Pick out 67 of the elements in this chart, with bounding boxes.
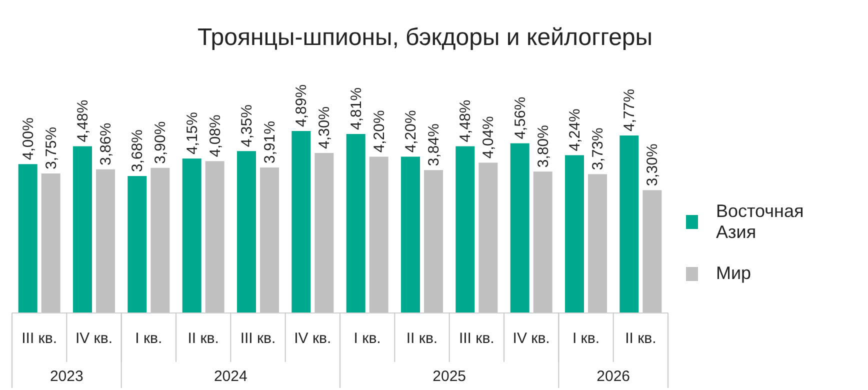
data-label: 4,24% bbox=[566, 108, 584, 152]
data-label: 4,48% bbox=[74, 100, 92, 142]
data-label: 3,91% bbox=[262, 120, 278, 164]
bar bbox=[205, 161, 224, 313]
data-label: 3,73% bbox=[590, 128, 606, 170]
data-label: 4,89% bbox=[293, 84, 310, 127]
data-label: 4,30% bbox=[316, 106, 334, 149]
bar bbox=[73, 146, 92, 313]
bar bbox=[128, 176, 147, 313]
bar bbox=[478, 162, 498, 313]
bar bbox=[456, 146, 475, 313]
x-tick-label: III кв. bbox=[240, 330, 276, 347]
bar bbox=[424, 170, 443, 313]
text: 2023 bbox=[50, 368, 84, 385]
x-tick-label: II кв. bbox=[188, 330, 219, 347]
bar bbox=[401, 156, 420, 313]
data-label: 3,86% bbox=[98, 122, 114, 166]
x-tick-label: II кв. bbox=[406, 330, 438, 347]
x-tick-label: I кв. bbox=[572, 330, 600, 347]
x-tick-label: III кв. bbox=[458, 330, 494, 347]
bar bbox=[642, 190, 662, 313]
bar bbox=[369, 156, 388, 313]
bar bbox=[237, 151, 256, 313]
data-label: 4,48% bbox=[457, 100, 474, 142]
x-tick-label: IV кв. bbox=[75, 330, 113, 347]
bar bbox=[41, 173, 60, 313]
x-tick-label: IV кв. bbox=[294, 330, 332, 347]
bar bbox=[565, 155, 584, 313]
bar bbox=[18, 164, 38, 313]
bar bbox=[96, 169, 115, 313]
data-label: 4,56% bbox=[512, 96, 529, 140]
data-label: 3,84% bbox=[426, 124, 442, 166]
chart-title: Троянцы-шпионы, бэкдоры и кейлоггеры bbox=[197, 24, 653, 51]
data-label: 3,75% bbox=[42, 126, 60, 170]
x-tick-label: II кв. bbox=[625, 330, 656, 347]
bar bbox=[620, 135, 639, 313]
data-label: 3,80% bbox=[534, 125, 552, 168]
bar bbox=[182, 158, 202, 313]
bar bbox=[510, 143, 530, 313]
data-label: 4,20% bbox=[370, 110, 388, 153]
x-tick-label: I кв. bbox=[354, 330, 381, 347]
data-label: 4,81% bbox=[348, 87, 365, 130]
bar bbox=[150, 168, 170, 313]
bar bbox=[314, 152, 334, 313]
x-tick-label: III кв. bbox=[22, 330, 58, 347]
data-label: 4,77% bbox=[621, 88, 638, 132]
data-label: 4,00% bbox=[20, 118, 37, 160]
data-label: 4,20% bbox=[402, 110, 420, 153]
data-label: 3,30% bbox=[644, 144, 662, 186]
x-tick-label: I кв. bbox=[135, 330, 162, 347]
data-label: 4,35% bbox=[238, 104, 256, 148]
bar bbox=[533, 172, 552, 313]
bar bbox=[346, 134, 366, 313]
bar bbox=[260, 167, 279, 313]
data-label: 3,90% bbox=[152, 121, 170, 164]
bar bbox=[292, 131, 311, 313]
text: 2024 bbox=[214, 368, 248, 385]
data-label: 4,15% bbox=[184, 112, 201, 155]
data-label: 4,04% bbox=[480, 116, 498, 159]
bar bbox=[588, 174, 607, 313]
x-tick-label: IV кв. bbox=[512, 330, 550, 347]
legend-label: Мир bbox=[716, 263, 752, 283]
legend-label: Восточная Азия bbox=[716, 201, 804, 242]
text: 2025 bbox=[432, 368, 466, 385]
data-label: 3,68% bbox=[129, 129, 146, 172]
text: 2026 bbox=[596, 368, 630, 385]
data-label: 4,08% bbox=[206, 114, 224, 158]
